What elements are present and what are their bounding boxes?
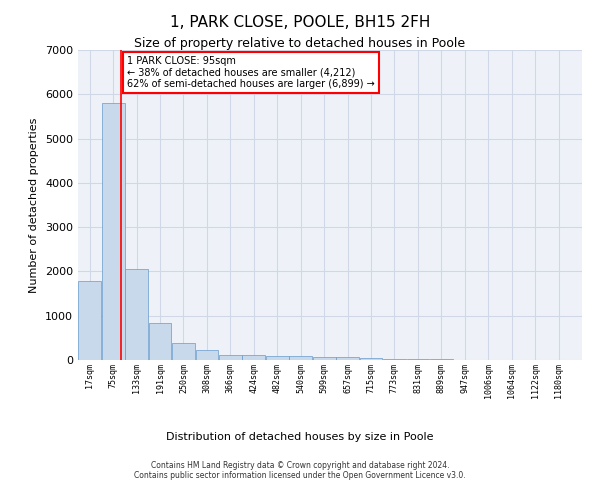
Bar xyxy=(336,358,359,360)
Bar xyxy=(196,350,218,360)
Text: Contains HM Land Registry data © Crown copyright and database right 2024.
Contai: Contains HM Land Registry data © Crown c… xyxy=(134,460,466,480)
Text: 1, PARK CLOSE, POOLE, BH15 2FH: 1, PARK CLOSE, POOLE, BH15 2FH xyxy=(170,15,430,30)
Bar xyxy=(266,356,289,360)
Bar xyxy=(407,359,429,360)
Bar xyxy=(359,358,382,360)
Bar xyxy=(289,356,312,360)
Bar xyxy=(149,323,172,360)
Bar xyxy=(219,354,242,360)
Bar xyxy=(313,357,335,360)
Text: Size of property relative to detached houses in Poole: Size of property relative to detached ho… xyxy=(134,38,466,51)
Bar xyxy=(125,269,148,360)
Bar xyxy=(79,281,101,360)
Text: Distribution of detached houses by size in Poole: Distribution of detached houses by size … xyxy=(166,432,434,442)
Bar xyxy=(383,358,406,360)
Bar xyxy=(172,343,195,360)
Y-axis label: Number of detached properties: Number of detached properties xyxy=(29,118,40,292)
Bar xyxy=(102,103,125,360)
Text: 1 PARK CLOSE: 95sqm
← 38% of detached houses are smaller (4,212)
62% of semi-det: 1 PARK CLOSE: 95sqm ← 38% of detached ho… xyxy=(127,56,375,88)
Bar xyxy=(242,355,265,360)
